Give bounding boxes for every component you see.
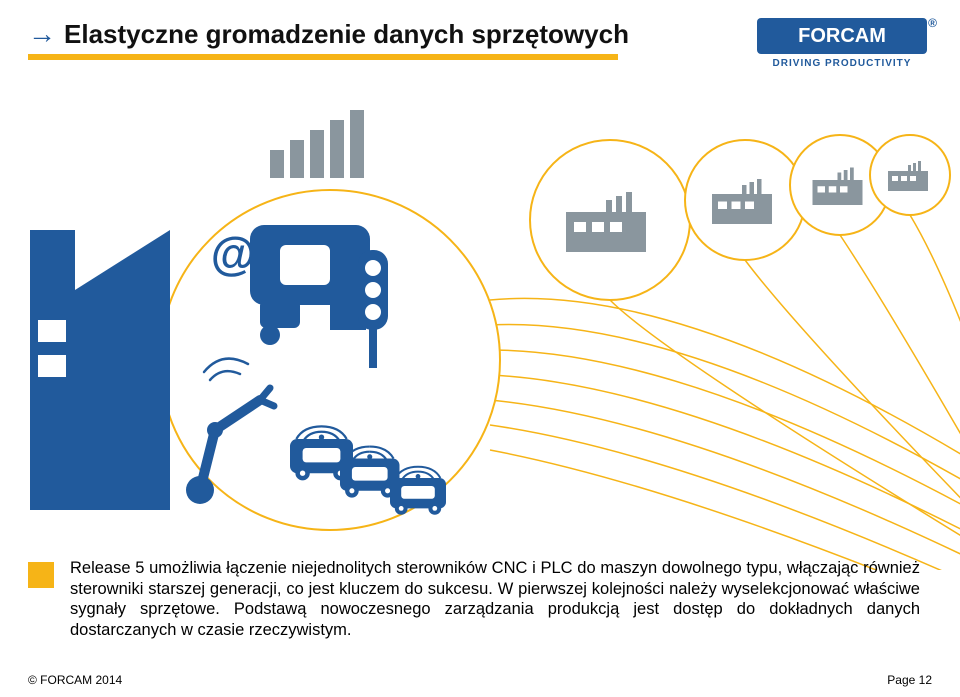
footer-right: Page 12 — [887, 673, 932, 687]
footer: © FORCAM 2014 Page 12 — [28, 673, 932, 687]
body-marker — [28, 562, 54, 588]
logo-name: FORCAM — [757, 18, 927, 54]
header: → Elastyczne gromadzenie danych sprzętow… — [28, 18, 932, 78]
svg-text:@: @ — [210, 228, 255, 280]
arrow-icon: → — [28, 18, 56, 50]
title-block: → Elastyczne gromadzenie danych sprzętow… — [28, 18, 629, 50]
footer-left: © FORCAM 2014 — [28, 673, 122, 687]
logo-tagline: DRIVING PRODUCTIVITY — [773, 58, 912, 69]
diagram: @ — [0, 70, 960, 570]
page-title: Elastyczne gromadzenie danych sprzętowyc… — [64, 19, 629, 50]
title-underline — [28, 54, 618, 60]
logo: FORCAM DRIVING PRODUCTIVITY — [752, 18, 932, 78]
body-text: Release 5 umożliwia łączenie niejednolit… — [70, 558, 920, 641]
